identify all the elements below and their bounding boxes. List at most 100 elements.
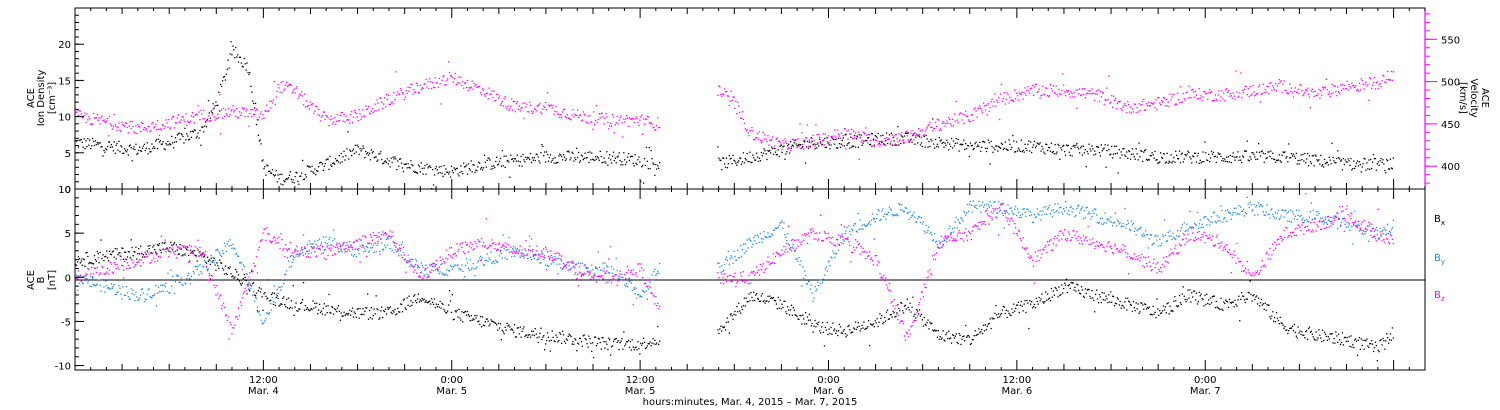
data-point [172, 275, 174, 278]
data-point [911, 130, 913, 132]
data-point [856, 231, 858, 233]
data-point [102, 155, 104, 157]
data-point [1049, 300, 1052, 302]
data-point [901, 302, 903, 304]
data-point [589, 273, 591, 275]
data-point [885, 218, 887, 220]
data-point [111, 251, 113, 253]
data-point [342, 156, 344, 158]
data-point [653, 126, 655, 128]
data-point [412, 258, 414, 261]
data-point [723, 269, 725, 271]
data-point [1254, 156, 1256, 158]
data-point [124, 125, 126, 127]
data-point [1266, 85, 1268, 88]
data-point [527, 336, 529, 338]
data-point [775, 228, 777, 230]
data-point [610, 246, 612, 248]
data-point [393, 158, 395, 160]
data-point [215, 101, 217, 103]
data-point [212, 260, 214, 262]
data-point [522, 153, 524, 156]
data-point [344, 121, 346, 123]
data-point [248, 288, 250, 290]
data-point [1100, 301, 1102, 304]
data-point [1072, 96, 1074, 98]
data-point [513, 100, 515, 103]
data-point [162, 290, 164, 292]
data-point [627, 125, 630, 127]
data-point [392, 103, 394, 105]
data-point [567, 335, 569, 337]
data-point [757, 160, 760, 163]
data-point [1312, 155, 1314, 157]
data-point [1274, 321, 1277, 323]
data-point [399, 311, 401, 313]
data-point [1207, 302, 1209, 305]
data-point [1103, 147, 1105, 149]
data-point [833, 330, 835, 332]
data-point [718, 85, 720, 87]
data-point [209, 263, 211, 265]
data-point [1077, 146, 1079, 148]
data-point [1198, 162, 1200, 164]
data-point [883, 143, 885, 146]
data-point [957, 342, 959, 345]
data-point [865, 140, 867, 142]
data-point [469, 259, 471, 261]
data-point [618, 278, 620, 280]
data-point [810, 142, 812, 144]
data-point [871, 213, 874, 215]
data-point [1260, 150, 1263, 153]
data-point [117, 126, 119, 129]
data-point [352, 255, 355, 257]
data-point [291, 261, 293, 263]
data-point [348, 247, 350, 249]
data-point [180, 277, 182, 279]
data-point [1156, 108, 1158, 111]
data-point [1131, 148, 1134, 150]
data-point [984, 109, 987, 111]
data-point [229, 266, 231, 268]
data-point [951, 118, 954, 120]
data-point [124, 148, 126, 150]
data-point [326, 243, 328, 245]
data-point [1276, 159, 1279, 162]
data-point [1139, 311, 1141, 313]
data-point [440, 263, 442, 266]
data-point [349, 122, 351, 124]
data-point [474, 171, 476, 174]
data-point [992, 212, 994, 214]
data-point [799, 263, 801, 266]
data-point [502, 234, 504, 236]
data-point [424, 82, 426, 85]
data-point [456, 83, 458, 85]
data-point [434, 168, 437, 170]
data-point [254, 113, 256, 116]
data-point [189, 278, 191, 280]
data-point [1141, 104, 1143, 106]
data-point [302, 282, 305, 284]
data-point [733, 96, 735, 98]
data-point [432, 301, 434, 303]
data-point [995, 304, 997, 307]
data-point [1215, 98, 1217, 100]
data-point [221, 80, 224, 82]
data-point [814, 145, 816, 147]
data-point [500, 253, 502, 255]
data-point [636, 118, 638, 120]
data-point [401, 92, 404, 94]
data-point [1184, 154, 1186, 156]
data-point [1339, 92, 1341, 95]
data-point [513, 158, 516, 160]
data-point [861, 144, 863, 146]
data-point [1151, 102, 1153, 105]
data-point [873, 326, 875, 328]
data-point [1121, 304, 1123, 307]
data-point [434, 77, 437, 79]
data-point [1349, 164, 1351, 166]
data-point [77, 114, 80, 117]
data-point [249, 72, 251, 74]
data-point [178, 132, 180, 134]
data-point [864, 133, 866, 135]
